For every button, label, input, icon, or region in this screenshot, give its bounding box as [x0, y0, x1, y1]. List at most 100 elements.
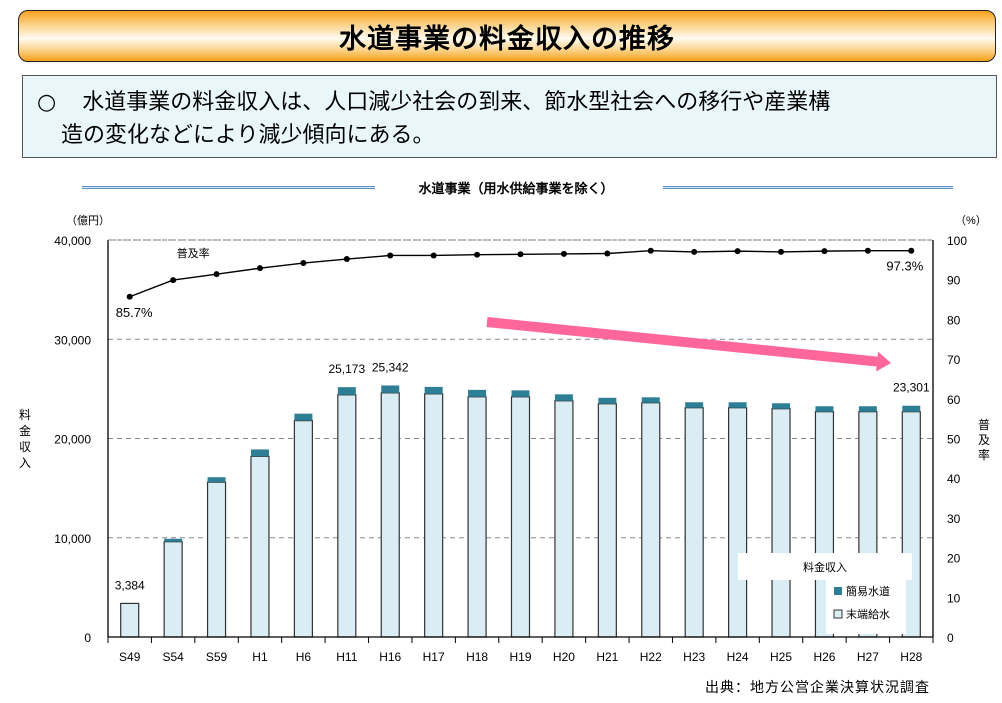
bar-matsutan-kyusui	[206, 481, 227, 638]
left-axis-label-char: 収	[19, 440, 31, 454]
chart-subtitle-wrap: 水道事業（用水供給事業を除く）	[80, 178, 953, 198]
page-title: 水道事業の料金収入の推移	[339, 23, 675, 55]
description-box: ○ 水道事業の料金収入は、人口減少社会の到来、節水型社会への移行や産業構 造の変化…	[22, 75, 997, 158]
bar-kan-i-suido	[294, 413, 313, 421]
bar-matsutan-kyusui	[337, 394, 357, 638]
bar-kan-i-suido	[858, 406, 877, 412]
right-tick-label: 70	[947, 353, 961, 367]
bar-matsutan-kyusui	[293, 420, 313, 638]
right-axis-label-char: 普	[978, 418, 990, 432]
source-note: 出典：地方公営企業決算状況調査	[705, 680, 930, 696]
x-tick-label: H11	[336, 650, 357, 664]
x-tick-label: H18	[466, 650, 488, 664]
right-axis-label-char: 率	[978, 447, 990, 462]
right-tick-label: 20	[947, 552, 961, 566]
axes: S49 S54 S59 H1 H6 H11 H16 H17 H18 H19 H20 H21 H22 H23…	[19, 214, 990, 664]
coverage-point	[126, 293, 133, 300]
x-tick-label: H6	[296, 650, 312, 664]
bar-matsutan-kyusui	[467, 396, 487, 638]
bar-kan-i-suido	[685, 402, 704, 408]
legend-item-matsutan-kyusui: 末端給水	[846, 607, 890, 621]
bar-matsutan-kyusui	[641, 402, 661, 638]
bar-kan-i-suido	[902, 405, 921, 412]
left-axis-label-char: 金	[19, 423, 31, 438]
x-tick-label: H26	[813, 650, 835, 664]
x-tick-label: H21	[596, 650, 618, 664]
right-tick-label: 0	[947, 631, 954, 645]
x-tick-label: S59	[206, 650, 228, 664]
left-tick-label: 20,000	[54, 433, 91, 447]
x-tick-label: H22	[640, 650, 662, 664]
chart-title: 水道事業（用水供給事業を除く）	[418, 182, 614, 197]
right-tick-label: 80	[947, 313, 961, 327]
bar-matsutan-kyusui	[554, 400, 574, 638]
x-tick-label: H25	[770, 650, 792, 664]
bar-matsutan-kyusui	[250, 455, 270, 638]
legend-swatch-kan-i-suido	[834, 587, 842, 595]
coverage-point	[821, 248, 828, 255]
bar-data-label: 23,301	[893, 381, 930, 395]
left-axis-label-char: 入	[19, 456, 31, 470]
bar-matsutan-kyusui	[424, 393, 444, 638]
bar-matsutan-kyusui	[597, 403, 617, 638]
bar-kan-i-suido	[164, 538, 183, 542]
bar-kan-i-suido	[337, 387, 356, 395]
right-tick-label: 30	[947, 512, 961, 526]
coverage-point	[908, 247, 915, 254]
right-axis-label-char: 及	[978, 433, 990, 447]
bar-matsutan-kyusui	[163, 541, 183, 638]
coverage-point	[256, 265, 263, 272]
coverage-point	[387, 252, 394, 259]
left-axis-unit: （億円）	[66, 214, 110, 227]
left-axis-label-char: 料	[19, 408, 31, 422]
bar-matsutan-kyusui	[728, 407, 748, 638]
bar-matsutan-kyusui	[510, 396, 531, 638]
right-tick-label: 50	[947, 433, 961, 447]
right-tick-label: 100	[947, 234, 967, 248]
bar-matsutan-kyusui	[771, 408, 791, 638]
right-tick-label: 40	[947, 472, 961, 486]
bar-kan-i-suido	[468, 389, 487, 397]
coverage-point	[864, 247, 871, 254]
coverage-point	[604, 250, 611, 257]
x-tick-label: H28	[900, 650, 922, 664]
x-tick-label: H16	[379, 650, 401, 664]
coverage-point	[430, 252, 437, 259]
trend-arrow-icon	[486, 317, 891, 372]
x-tick-label: S54	[162, 650, 184, 664]
bar-kan-i-suido	[728, 402, 747, 408]
coverage-point	[474, 251, 481, 258]
coverage-point	[170, 277, 177, 284]
x-tick-label: H24	[727, 650, 749, 664]
left-tick-label: 40,000	[54, 234, 91, 248]
coverage-point	[213, 271, 220, 278]
coverage-point	[734, 248, 741, 255]
bar-data-label: 25,342	[372, 360, 409, 374]
bar-kan-i-suido	[554, 394, 573, 401]
coverage-data-label: 97.3%	[886, 259, 923, 274]
coverage-point	[560, 250, 567, 257]
coverage-line: 普及率	[126, 246, 915, 300]
description-line-1: 水道事業の料金収入は、人口減少社会の到来、節水型社会への移行や産業構	[82, 90, 831, 115]
x-tick-label: H1	[252, 650, 268, 664]
coverage-point	[778, 248, 785, 255]
legend-title: 料金収入	[803, 560, 847, 574]
x-tick-label: H20	[553, 650, 575, 664]
coverage-point	[343, 256, 350, 263]
bar-kan-i-suido	[511, 390, 530, 397]
subtitle-rule-left	[82, 186, 375, 189]
bars	[120, 385, 921, 638]
coverage-line-path	[129, 250, 912, 298]
bar-kan-i-suido	[424, 386, 443, 394]
bar-matsutan-kyusui	[380, 392, 400, 638]
bar-kan-i-suido	[641, 397, 660, 403]
bar-kan-i-suido	[772, 403, 791, 409]
bar-kan-i-suido	[250, 449, 269, 457]
labels: 85.7% 97.3% 3,384 25,173 25,342 23,301	[115, 259, 930, 593]
x-tick-label: H19	[509, 650, 531, 664]
x-tick-label: H23	[683, 650, 705, 664]
subtitle-rule-right	[663, 186, 953, 189]
left-tick-label: 30,000	[54, 333, 91, 347]
left-tick-label: 10,000	[54, 532, 91, 546]
